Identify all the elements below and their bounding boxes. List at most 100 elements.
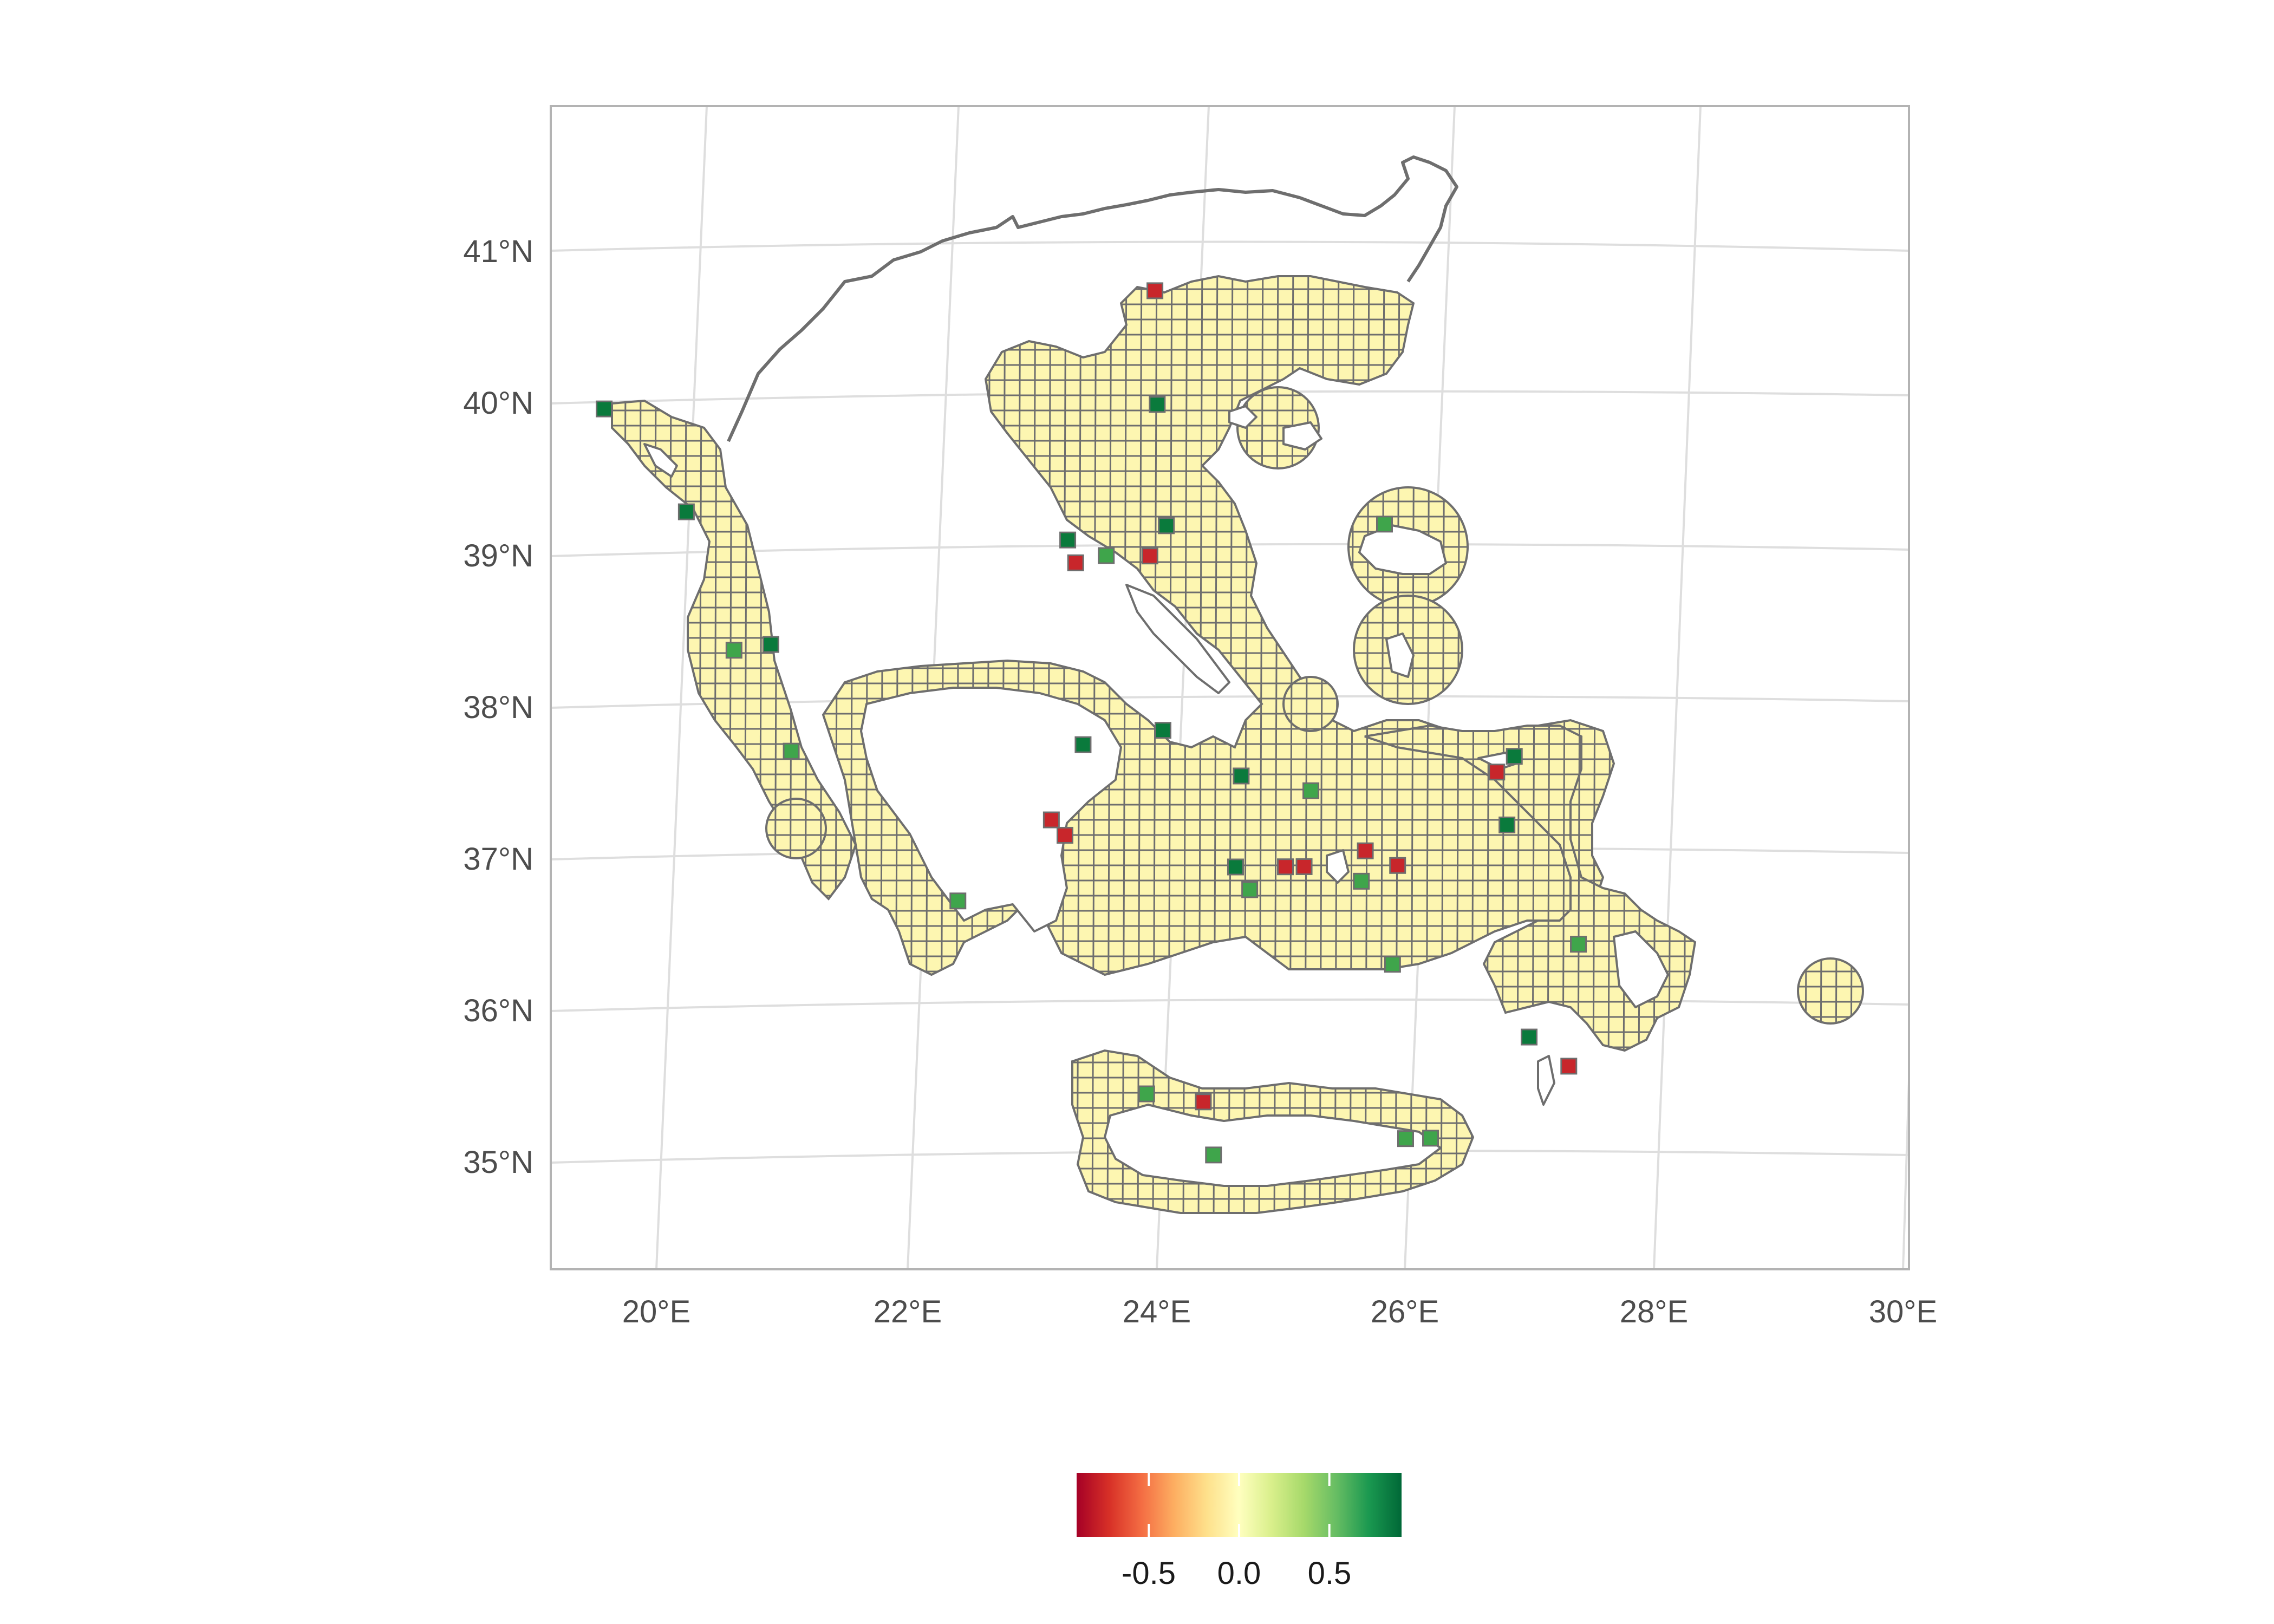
highlighted-cell xyxy=(1205,1146,1222,1164)
cell-grid-line xyxy=(1758,276,1764,1213)
cell-grid-line xyxy=(1652,276,1658,1213)
highlighted-cell xyxy=(1422,1130,1439,1147)
colorbar-tick-label: -0.5 xyxy=(1122,1556,1176,1591)
cell-grid-line xyxy=(621,276,627,1213)
highlighted-cell xyxy=(1570,936,1587,953)
cell-grid-line xyxy=(1849,276,1855,1213)
highlighted-cell xyxy=(1389,857,1406,874)
highlighted-cell xyxy=(1357,842,1374,859)
highlighted-cell xyxy=(1506,748,1523,765)
cell-grid-line xyxy=(1743,276,1749,1213)
highlighted-cell xyxy=(1098,547,1115,564)
highlighted-cell xyxy=(1059,531,1077,549)
lon-tick-label: 22°E xyxy=(874,1294,942,1329)
highlighted-cell xyxy=(1227,858,1244,876)
lat-tick-label: 40°N xyxy=(463,386,533,421)
map-panel xyxy=(550,105,1910,1270)
cell-grid-line xyxy=(697,276,703,1213)
lat-tick-label: 36°N xyxy=(463,993,533,1028)
highlighted-cell xyxy=(1138,1085,1155,1103)
cell-grid-line xyxy=(651,276,657,1213)
cell-grid-line xyxy=(1774,276,1780,1213)
lat-tick-label: 41°N xyxy=(463,234,533,269)
highlighted-cell xyxy=(1056,826,1073,844)
highlighted-cell xyxy=(1498,816,1516,833)
colorbar-tick-label: 0.0 xyxy=(1217,1556,1261,1591)
highlighted-cell xyxy=(1521,1028,1538,1046)
cell-grid-line xyxy=(1819,276,1825,1213)
highlighted-cell xyxy=(1384,956,1401,973)
cell-grid-line xyxy=(1137,276,1143,1213)
lat-axis: 41°N 40°N 39°N 38°N 37°N 36°N 35°N xyxy=(463,234,533,1180)
cell-grid-line xyxy=(1804,276,1810,1213)
cell-grid-line xyxy=(712,276,718,1213)
lon-tick-label: 20°E xyxy=(622,1294,690,1329)
naxos xyxy=(1326,849,1350,884)
lat-tick-label: 35°N xyxy=(463,1145,533,1180)
crete xyxy=(1104,1104,1442,1187)
cell-grid-line xyxy=(1622,276,1628,1213)
lon-tick-label: 26°E xyxy=(1371,1294,1439,1329)
highlighted-cell xyxy=(1149,396,1166,413)
highlighted-cell xyxy=(1488,764,1506,781)
highlighted-cell xyxy=(1195,1093,1212,1111)
cell-grid-line xyxy=(1698,276,1704,1213)
highlighted-cell xyxy=(1560,1058,1578,1075)
cell-grid-line xyxy=(803,276,809,1213)
cell-grid-line xyxy=(607,244,611,1224)
highlighted-cell xyxy=(1376,516,1393,533)
colorbar-ticks xyxy=(1148,1473,1331,1537)
cell-grid-line xyxy=(818,276,824,1213)
cell-grid-line xyxy=(1683,276,1689,1213)
peloponnese xyxy=(860,687,1122,932)
highlighted-cell xyxy=(1154,722,1171,739)
lon-axis: 20°E 22°E 24°E 26°E 28°E 30°E xyxy=(622,1294,1937,1329)
highlighted-cell xyxy=(1353,872,1370,890)
rhodes xyxy=(1613,930,1669,1008)
chios xyxy=(1385,632,1415,678)
lat-tick-label: 39°N xyxy=(463,538,533,573)
lon-tick-label: 30°E xyxy=(1869,1294,1937,1329)
highlighted-cell xyxy=(1233,767,1250,785)
cell-grid-line xyxy=(682,276,688,1213)
cell-grid-line xyxy=(1728,276,1734,1213)
highlighted-cell xyxy=(762,636,779,653)
corfu xyxy=(643,443,678,478)
highlighted-cell xyxy=(1042,811,1060,829)
highlighted-cell xyxy=(596,400,613,418)
highlighted-cell xyxy=(1067,554,1084,571)
cell-grid-line xyxy=(1789,276,1795,1213)
highlighted-cell xyxy=(1241,881,1259,898)
highlighted-cell xyxy=(1074,736,1092,753)
lat-tick-label: 38°N xyxy=(463,690,533,725)
lesvos xyxy=(1358,524,1447,575)
cell-grid-line xyxy=(1713,276,1719,1213)
highlighted-cell xyxy=(1158,517,1175,534)
highlighted-cell xyxy=(725,642,742,659)
cell-grid-line xyxy=(592,244,596,1224)
cell-grid-line xyxy=(667,276,673,1213)
highlighted-cell xyxy=(1141,547,1158,565)
cell-grid-line xyxy=(1122,276,1128,1213)
highlighted-cell xyxy=(783,742,800,760)
highlighted-cells xyxy=(596,282,1587,1164)
highlighted-cell xyxy=(949,892,967,910)
colorbar-tick-label: 0.5 xyxy=(1308,1556,1352,1591)
lon-tick-label: 24°E xyxy=(1123,1294,1191,1329)
highlighted-cell xyxy=(677,503,695,520)
thasos xyxy=(1228,405,1257,429)
lemnos xyxy=(1282,421,1322,451)
highlighted-cell xyxy=(1397,1130,1414,1147)
highlighted-cell xyxy=(1146,282,1164,299)
karpathos xyxy=(1537,1055,1555,1106)
cell-grid-line xyxy=(1667,276,1673,1213)
cell-grid-line xyxy=(1834,276,1840,1213)
legend-colorbar: -0.5 0.0 0.5 xyxy=(1077,1473,1402,1591)
mainland-outline xyxy=(727,155,1458,442)
lon-tick-label: 28°E xyxy=(1620,1294,1688,1329)
land-features xyxy=(643,405,1669,1187)
evia xyxy=(1125,584,1230,694)
cell-grid-line xyxy=(1637,276,1643,1213)
highlighted-cell xyxy=(1277,858,1294,876)
